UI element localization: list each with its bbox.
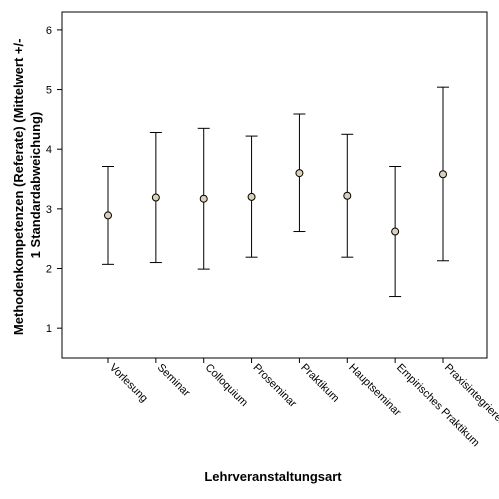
x-tick-label: Praktikum <box>298 362 341 405</box>
x-tick-label: Proseminar <box>250 362 298 410</box>
y-axis-title: Methodenkompetenzen (Referate) (Mittelwe… <box>11 35 43 335</box>
mean-point <box>391 227 400 236</box>
y-tick-label: 4 <box>46 144 52 156</box>
x-axis: Vorlesung Seminar Colloquium Proseminar Prak… <box>107 358 499 449</box>
x-tick-label: Empirisches Praktikum <box>394 362 482 450</box>
y-tick-label: 5 <box>46 85 52 97</box>
error-bar <box>437 86 449 262</box>
mean-point <box>439 170 447 179</box>
y-tick-label: 3 <box>46 204 52 216</box>
error-bar <box>102 166 114 265</box>
y-axis-title-line-2: 1 Standardabweichung) <box>28 112 43 259</box>
error-bar <box>197 127 210 270</box>
y-tick-label: 1 <box>46 323 52 335</box>
x-tick-label: Colloquium <box>203 362 250 409</box>
y-tick-label: 6 <box>46 25 52 37</box>
error-bar <box>293 113 306 233</box>
mean-point <box>199 194 208 203</box>
x-axis-title: Lehrveranstaltungsart <box>204 469 342 484</box>
error-bar <box>341 133 354 258</box>
mean-point <box>104 211 112 220</box>
y-tick-label: 2 <box>46 264 52 276</box>
y-axis: 1 2 3 4 5 6 <box>46 25 62 335</box>
mean-point <box>295 169 304 178</box>
x-tick-label: Seminar <box>155 362 193 400</box>
plot-frame <box>61 11 488 359</box>
error-bar-series <box>102 86 449 298</box>
x-tick-label: Vorlesung <box>107 362 150 405</box>
plot-border <box>61 11 488 359</box>
y-axis-title-line-1: Methodenkompetenzen (Referate) (Mittelwe… <box>11 39 26 336</box>
mean-point <box>247 192 256 201</box>
error-bar <box>245 135 258 258</box>
error-bar <box>389 166 402 298</box>
mean-point <box>343 191 352 200</box>
mean-point <box>151 193 160 202</box>
error-bar <box>149 132 162 264</box>
